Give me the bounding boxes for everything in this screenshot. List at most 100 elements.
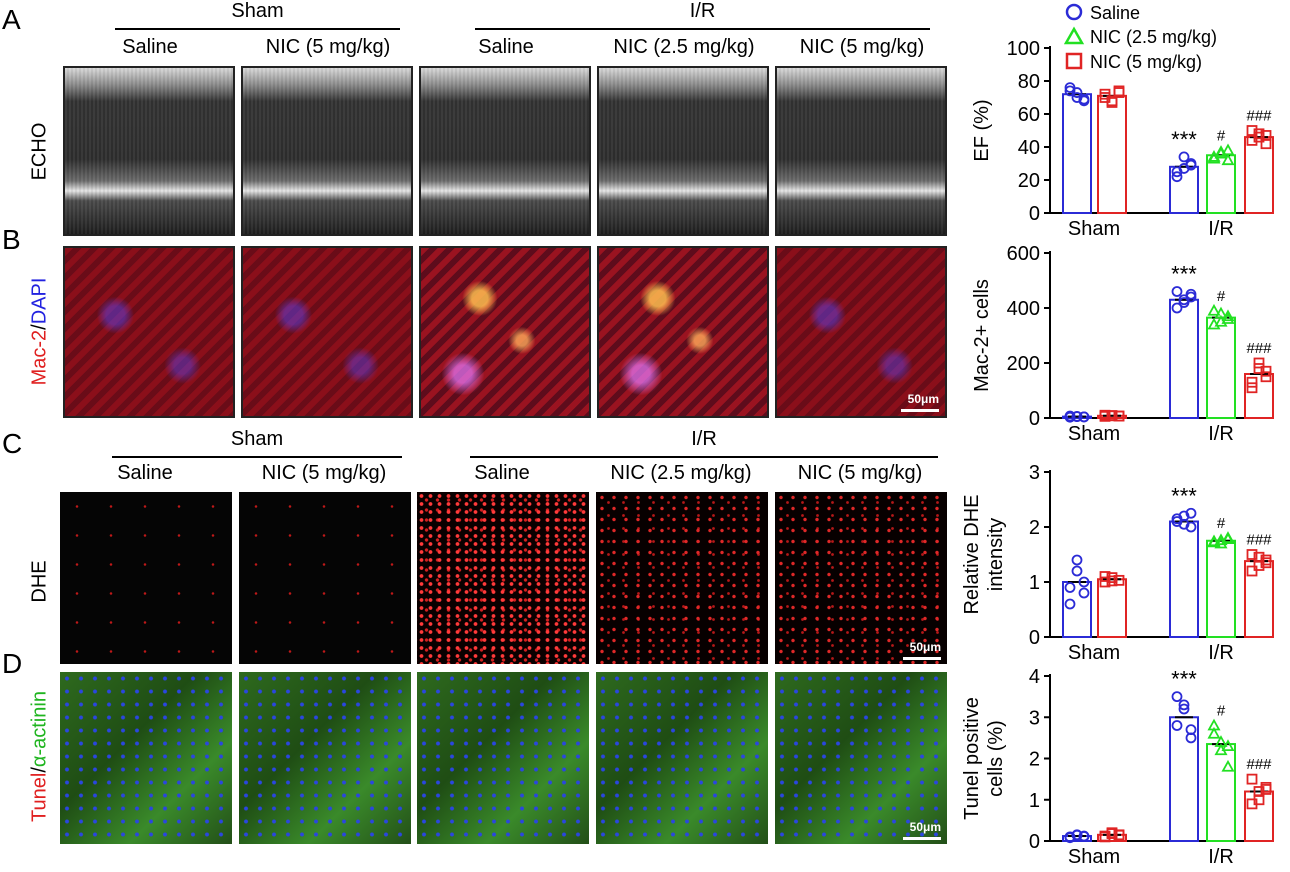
data-point	[1185, 507, 1197, 519]
data-point	[1171, 691, 1183, 703]
data-point	[1221, 312, 1235, 324]
data-point	[1207, 534, 1221, 547]
bar	[1097, 94, 1127, 214]
mac2-image-sham-nic5	[241, 246, 413, 418]
col-label-a-5: NIC (5 mg/kg)	[799, 36, 925, 58]
y-tick-label: 2	[1029, 749, 1040, 771]
scale-bar-d	[903, 837, 941, 840]
data-point	[1207, 303, 1221, 316]
data-point	[1078, 411, 1090, 423]
data-point	[1178, 294, 1190, 306]
data-point	[1064, 598, 1076, 610]
legend: Saline NIC (2.5 mg/kg) NIC (5 mg/kg)	[1064, 3, 1217, 72]
data-point	[1071, 554, 1083, 566]
col-label-a-4: NIC (2.5 mg/kg)	[613, 36, 755, 58]
bar	[1169, 520, 1199, 638]
significance-label: #	[1217, 127, 1226, 144]
data-point	[1185, 288, 1197, 300]
group-line-ir-c	[470, 456, 938, 458]
mac2-image-ir-nic5: 50μm	[775, 246, 947, 418]
x-category-label: Sham	[1068, 218, 1120, 240]
significance-label: ###	[1246, 756, 1272, 773]
data-point	[1214, 735, 1228, 747]
y-tick-label: 1	[1029, 572, 1040, 594]
data-point	[1113, 574, 1125, 586]
data-point	[1064, 582, 1076, 593]
y-tick-label: 0	[1029, 408, 1040, 430]
group-label-sham-c: Sham	[230, 428, 284, 450]
y-axis-label: cells (%)	[985, 720, 1007, 797]
row-label-mac2: Mac-2	[28, 329, 51, 386]
y-tick-label: 80	[1018, 71, 1040, 93]
y-tick-label: 60	[1018, 104, 1040, 126]
bar	[1097, 578, 1127, 638]
bar	[1206, 743, 1236, 842]
data-point	[1171, 720, 1183, 731]
y-tick-label: 200	[1007, 353, 1040, 375]
bar	[1062, 93, 1092, 215]
group-label-sham-top: Sham	[231, 0, 284, 22]
x-category-label: Sham	[1068, 423, 1120, 445]
data-point	[1071, 565, 1083, 577]
data-point	[1071, 411, 1083, 423]
significance-label: #	[1217, 703, 1226, 720]
scale-bar-c	[903, 657, 941, 660]
col-label-c-3: Saline	[474, 462, 530, 484]
mac2-image-ir-saline	[419, 246, 591, 418]
y-tick-label: 40	[1018, 137, 1040, 159]
y-axis-label: Relative DHE	[961, 494, 983, 614]
significance-label: ***	[1171, 483, 1197, 508]
bar	[1169, 716, 1199, 842]
legend-label-nic25: NIC (2.5 mg/kg)	[1090, 27, 1217, 47]
legend-label-saline: Saline	[1090, 3, 1140, 23]
data-point	[1207, 726, 1221, 739]
data-point	[1178, 699, 1190, 711]
data-point	[1260, 130, 1272, 141]
significance-label: ###	[1246, 108, 1272, 125]
data-point	[1185, 724, 1197, 736]
tunel-image-ir-nic25	[596, 672, 768, 844]
scale-label-c: 50μm	[909, 640, 941, 654]
data-point	[1064, 82, 1076, 93]
data-point	[1078, 587, 1090, 599]
row-label-tunel: Tunel	[28, 772, 51, 822]
tunel-image-ir-saline	[417, 672, 589, 844]
data-point	[1078, 831, 1090, 842]
dhe-image-ir-saline	[417, 492, 589, 664]
y-tick-label: 0	[1029, 203, 1040, 225]
significance-label: ***	[1171, 262, 1197, 287]
legend-label-nic5: NIC (5 mg/kg)	[1090, 52, 1202, 72]
data-point	[1178, 518, 1190, 530]
mac2-image-sham-saline	[63, 246, 235, 418]
dhe-image-ir-nic5: 50μm	[775, 492, 947, 664]
tunel-image-sham-saline	[60, 672, 232, 844]
scale-bar-b	[901, 409, 939, 412]
data-point	[1099, 409, 1111, 421]
data-point	[1171, 302, 1183, 314]
data-point	[1246, 565, 1258, 577]
y-tick-label: 100	[1007, 38, 1040, 60]
data-point	[1171, 171, 1183, 183]
x-category-label: I/R	[1208, 423, 1234, 445]
echo-image-ir-nic25	[597, 66, 769, 236]
significance-label: #	[1217, 515, 1226, 532]
data-point	[1106, 828, 1118, 839]
y-tick-label: 400	[1007, 298, 1040, 320]
data-point	[1185, 521, 1197, 533]
data-point	[1221, 759, 1235, 772]
data-point	[1106, 575, 1118, 587]
row-label-mac2-dapi: Mac-2/DAPI	[29, 252, 52, 412]
legend-marker-nic5	[1065, 52, 1083, 70]
bar	[1206, 316, 1236, 419]
panel-letter-b: B	[2, 224, 21, 255]
data-point	[1064, 832, 1076, 844]
echo-image-sham-saline	[63, 66, 235, 236]
data-point	[1106, 97, 1118, 108]
data-point	[1071, 829, 1083, 841]
y-tick-label: 20	[1018, 170, 1040, 192]
panel-letter-c: C	[2, 428, 23, 459]
